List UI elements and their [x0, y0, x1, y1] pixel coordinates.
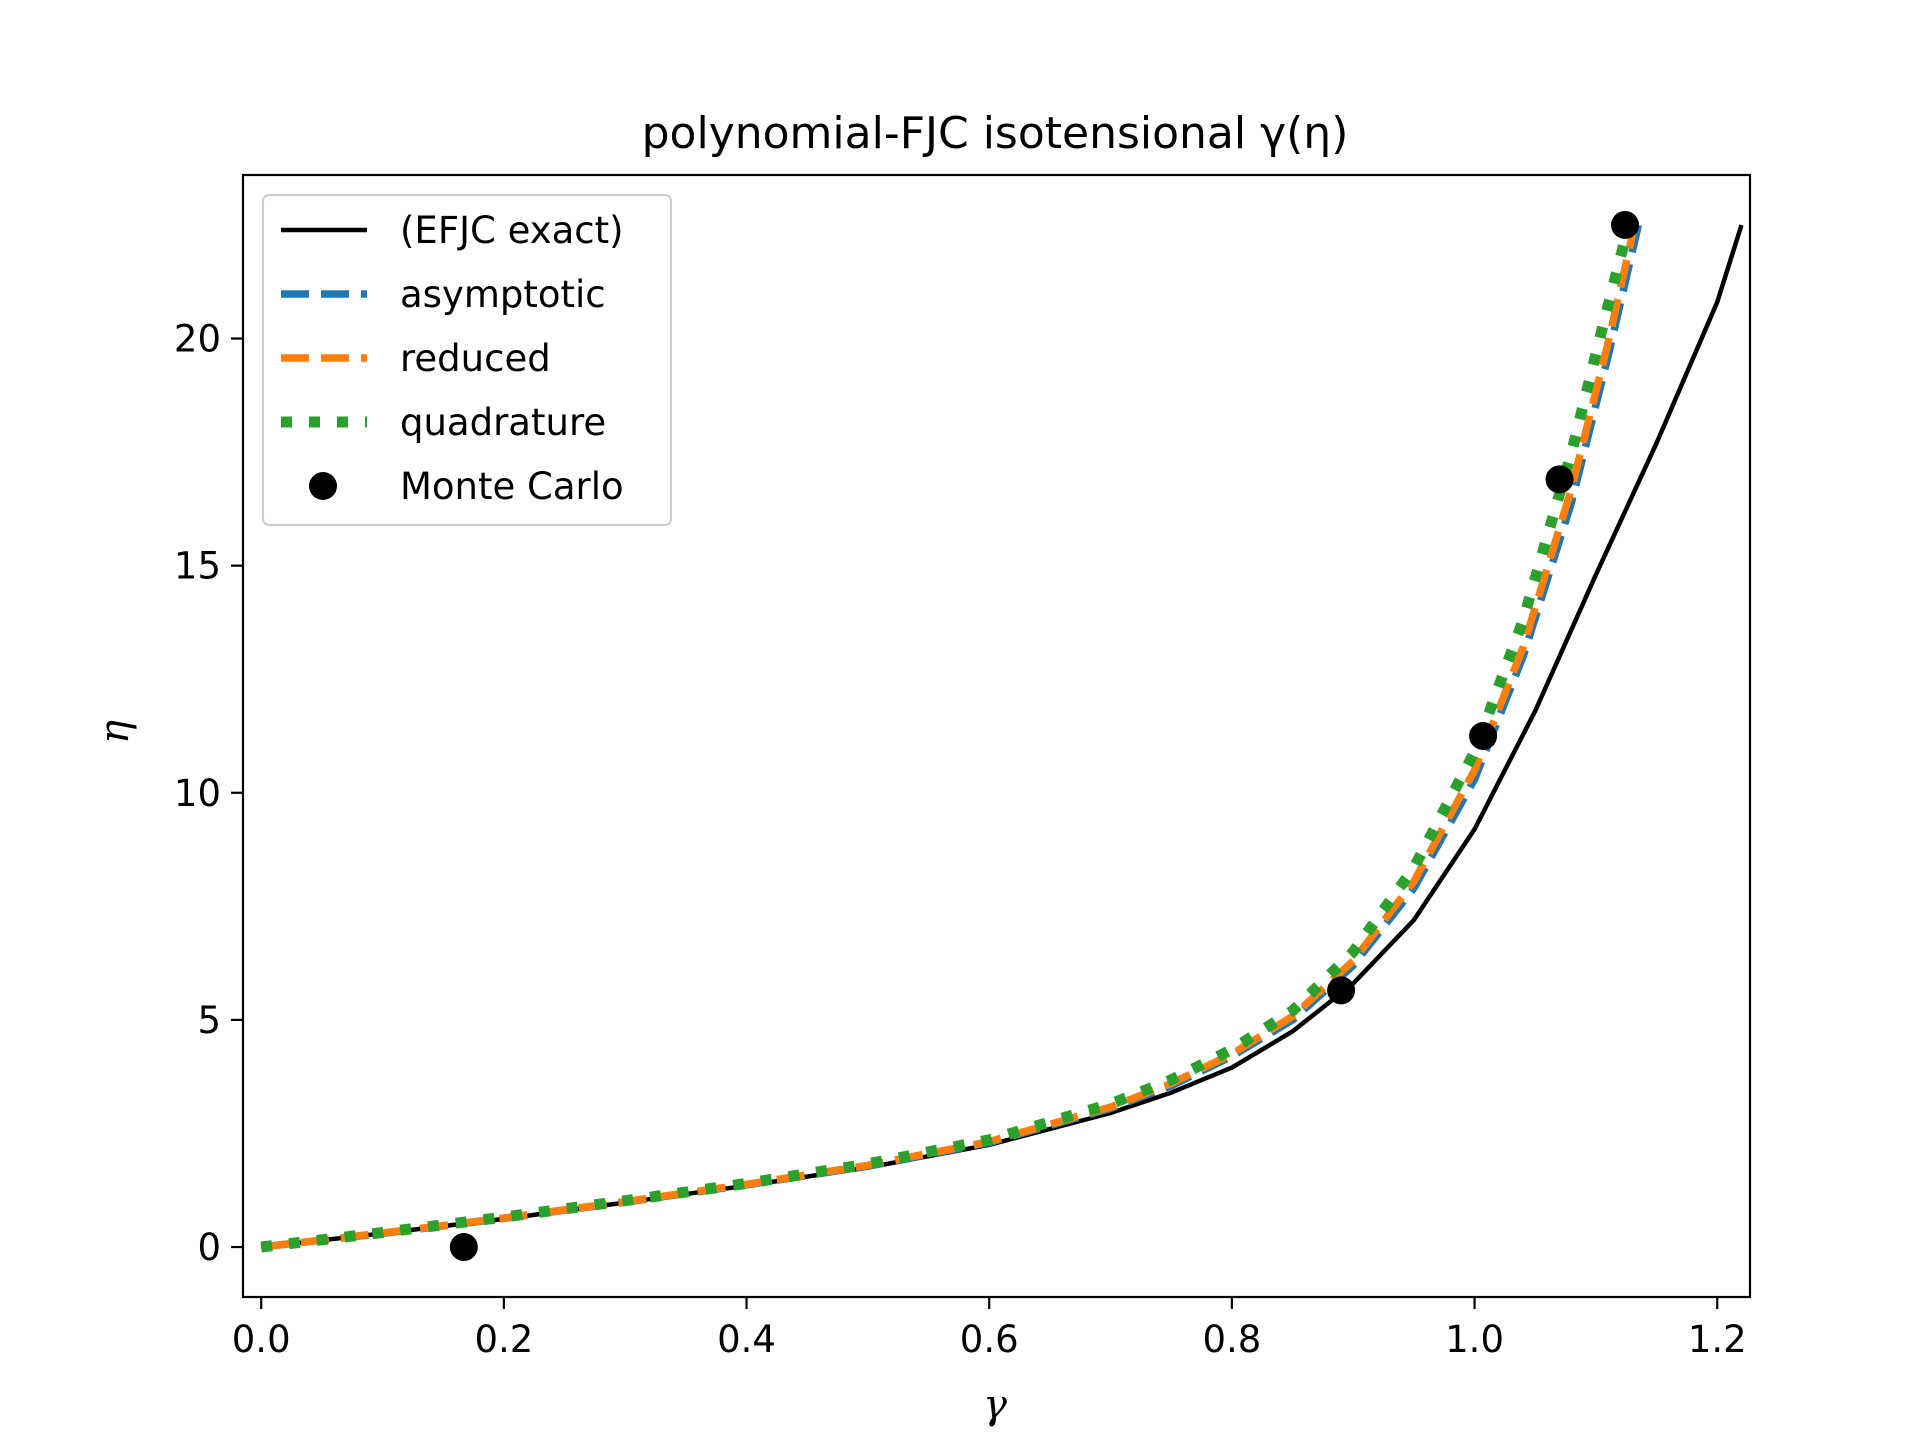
legend: (EFJC exact) asymptotic reduced quadrature M… — [262, 194, 672, 526]
legend-label-quadrature: quadrature — [400, 401, 606, 444]
y-tick-label: 5 — [197, 999, 221, 1042]
legend-label-asymptotic: asymptotic — [400, 273, 606, 316]
axes-frame — [241, 173, 1752, 1299]
monte-carlo-point — [449, 1233, 478, 1262]
monte-carlo-point — [1611, 210, 1640, 239]
legend-marker-monte-carlo — [309, 472, 337, 500]
series-line-quadrature — [260, 223, 1635, 1253]
x-tick-label: 0.2 — [474, 1318, 533, 1361]
legend-label-efjc-exact: (EFJC exact) — [400, 209, 624, 252]
chart-title: polynomial-FJC isotensional γ(η) — [642, 108, 1349, 159]
x-tick-label: 1.2 — [1688, 1318, 1747, 1361]
x-tick-label: 0.4 — [717, 1318, 776, 1361]
y-tick-label: 10 — [174, 772, 221, 815]
plot-area: 0.0 0.2 0.4 0.6 0.8 1.0 1.2 0 5 10 15 20 — [174, 173, 1752, 1361]
x-axis-label: γ — [983, 1382, 1007, 1428]
x-tick-label: 1.0 — [1445, 1318, 1504, 1361]
legend-box — [262, 194, 672, 526]
y-axis-label: η — [92, 720, 138, 744]
monte-carlo-point — [1545, 465, 1574, 494]
y-tick-label: 15 — [174, 545, 221, 588]
x-tick-label: 0.6 — [960, 1318, 1019, 1361]
monte-carlo-point — [1327, 976, 1356, 1005]
x-tick-label: 0.0 — [232, 1318, 291, 1361]
y-tick-label: 0 — [197, 1226, 221, 1269]
y-tick-label: 20 — [174, 318, 221, 361]
legend-label-reduced: reduced — [400, 337, 551, 380]
legend-label-monte-carlo: Monte Carlo — [400, 465, 624, 508]
monte-carlo-point — [1469, 722, 1498, 750]
x-tick-label: 0.8 — [1202, 1318, 1261, 1361]
